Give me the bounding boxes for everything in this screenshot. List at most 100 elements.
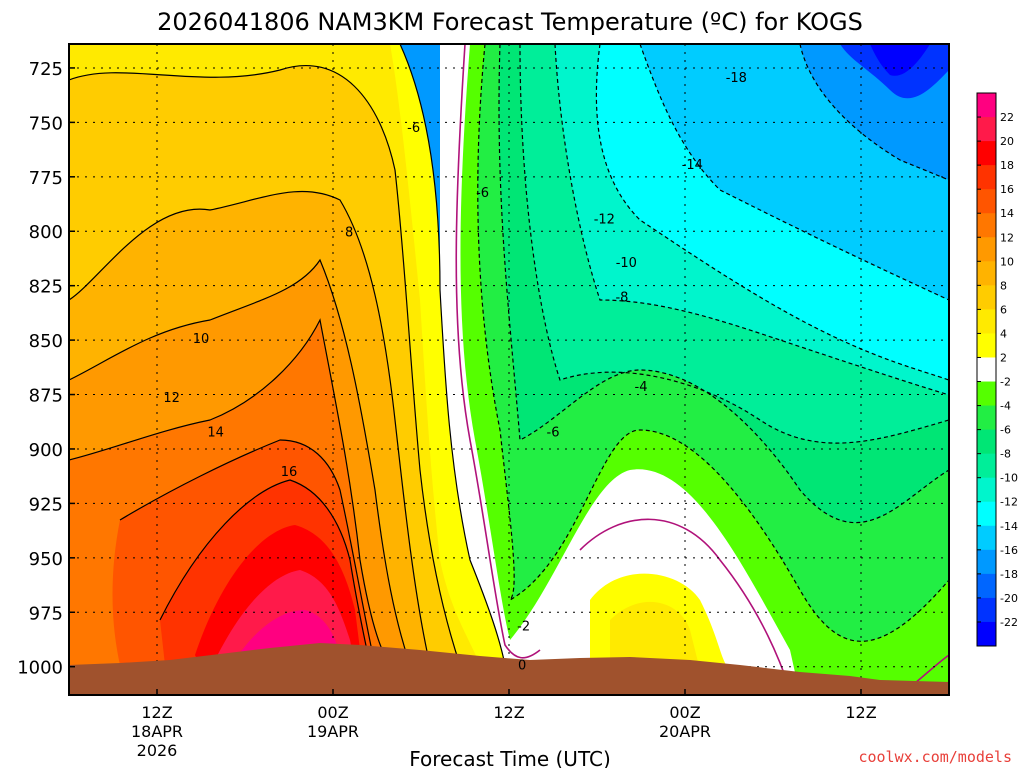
x-tick-label: 12Z xyxy=(141,703,172,722)
colorbar-label: 4 xyxy=(1000,327,1007,340)
colorbar-label: 14 xyxy=(1000,207,1014,220)
x-axis-label: Forecast Time (UTC) xyxy=(409,747,611,768)
contour-line xyxy=(119,439,376,666)
colorbar-swatch xyxy=(977,549,996,575)
x-tick-label: 00Z xyxy=(669,703,700,722)
x-tick-label: 12Z xyxy=(493,703,524,722)
colorbar-swatch xyxy=(977,333,996,358)
contour-line xyxy=(69,258,411,666)
contour-label: 14 xyxy=(207,426,224,441)
y-axis: 725 750 775 800 825 850 875 900 925 950 975 1000 xyxy=(17,59,75,679)
colorbar-swatch xyxy=(977,477,996,503)
colorbar-swatch xyxy=(977,165,996,190)
x-tick-label: 2026 xyxy=(137,741,178,760)
colorbar-label: 20 xyxy=(1000,135,1014,148)
colorbar-swatch xyxy=(977,285,996,310)
x-tick-label: 00Z xyxy=(317,703,348,722)
colorbar-label: -14 xyxy=(1000,520,1018,533)
colorbar-label: -20 xyxy=(1000,592,1018,605)
colorbar-swatch xyxy=(977,381,996,407)
colorbar-swatch xyxy=(977,621,996,647)
contour-line xyxy=(477,44,949,642)
contour-label: -6 xyxy=(547,426,560,441)
colorbar-swatch xyxy=(977,357,996,383)
contour-label: 10 xyxy=(193,332,210,347)
contour-line xyxy=(595,44,949,381)
plot-area xyxy=(69,44,949,695)
colorbar-label: 12 xyxy=(1000,231,1014,244)
colorbar-swatch xyxy=(977,309,996,334)
contour-line xyxy=(799,44,949,181)
contour-line xyxy=(159,479,371,666)
colorbar-swatch xyxy=(977,429,996,455)
contour-label: -12 xyxy=(594,212,615,227)
colorbar-label: 2 xyxy=(1000,351,1007,364)
colorbar-swatch xyxy=(977,93,996,118)
x-tick-label: 18APR xyxy=(131,722,183,741)
colorbar: 22 20 18 16 14 12 10 8 6 4 2 -2 -4 -6 -8 -10 -12 -14 -16 -1… xyxy=(976,92,1018,647)
y-tick-label: 800 xyxy=(29,222,63,243)
x-tick-label: 12Z xyxy=(845,703,876,722)
y-tick-label: 1000 xyxy=(17,658,63,679)
colorbar-swatch xyxy=(977,501,996,527)
contour-line xyxy=(554,44,949,396)
y-tick-label: 950 xyxy=(29,549,63,570)
contour-label: -14 xyxy=(682,158,703,173)
y-tick-label: 775 xyxy=(29,168,63,189)
colorbar-label: 16 xyxy=(1000,183,1014,196)
colorbar-swatch xyxy=(977,213,996,238)
x-tick-label: 20APR xyxy=(659,722,711,741)
contour-line xyxy=(69,318,391,666)
y-tick-label: 750 xyxy=(29,113,63,134)
chart-title: 2026041806 NAM3KM Forecast Temperature (… xyxy=(157,8,863,36)
contour-label: -4 xyxy=(635,380,648,395)
contour-line xyxy=(498,44,949,524)
y-tick-label: 975 xyxy=(29,603,63,624)
contour-label: -8 xyxy=(615,291,628,306)
colorbar-label: -18 xyxy=(1000,568,1018,581)
colorbar-swatch xyxy=(977,405,996,431)
contour-label: -2 xyxy=(517,620,530,635)
credit-text: coolwx.com/models xyxy=(858,748,1012,766)
colorbar-swatch xyxy=(977,573,996,599)
y-tick-label: 875 xyxy=(29,386,63,407)
terrain xyxy=(69,643,949,695)
contour-labels: -18 -6 -14 -6 -12 8 -10 -8 10 -4 12 -6 14 16 -2 0 xyxy=(163,71,747,674)
colorbar-label: 8 xyxy=(1000,279,1007,292)
contour-label: 12 xyxy=(163,391,180,406)
zero-contour-line xyxy=(455,44,541,659)
colorbar-swatch xyxy=(977,237,996,262)
colorbar-label: -12 xyxy=(1000,496,1018,509)
colorbar-label: -2 xyxy=(1000,376,1011,389)
y-tick-label: 900 xyxy=(29,440,63,461)
contour-label: 16 xyxy=(281,465,298,480)
colorbar-label: -6 xyxy=(1000,424,1011,437)
colorbar-label: -8 xyxy=(1000,448,1011,461)
contour-line xyxy=(519,44,949,444)
colorbar-swatch xyxy=(977,141,996,166)
colorbar-label: -16 xyxy=(1000,544,1018,557)
x-tick-label: 19APR xyxy=(307,722,359,741)
colorbar-label: 22 xyxy=(1000,111,1014,124)
colorbar-swatch xyxy=(977,117,996,142)
colorbar-swatch xyxy=(977,189,996,214)
colorbar-swatch xyxy=(977,453,996,479)
colorbar-label: 6 xyxy=(1000,303,1007,316)
y-tick-label: 825 xyxy=(29,277,63,298)
contour-label: -10 xyxy=(616,256,637,271)
colorbar-label: 10 xyxy=(1000,255,1014,268)
contour-line xyxy=(69,190,431,666)
y-tick-label: 850 xyxy=(29,331,63,352)
y-tick-label: 725 xyxy=(29,59,63,80)
contour-label: 0 xyxy=(518,659,526,674)
colorbar-label: -22 xyxy=(1000,616,1018,629)
contour-label: -6 xyxy=(407,121,420,136)
colorbar-frame xyxy=(976,92,997,647)
contour-line xyxy=(69,65,461,666)
colorbar-swatch xyxy=(977,525,996,551)
colorbar-label: 18 xyxy=(1000,159,1014,172)
contour-line xyxy=(399,44,506,666)
colorbar-label: -10 xyxy=(1000,472,1018,485)
